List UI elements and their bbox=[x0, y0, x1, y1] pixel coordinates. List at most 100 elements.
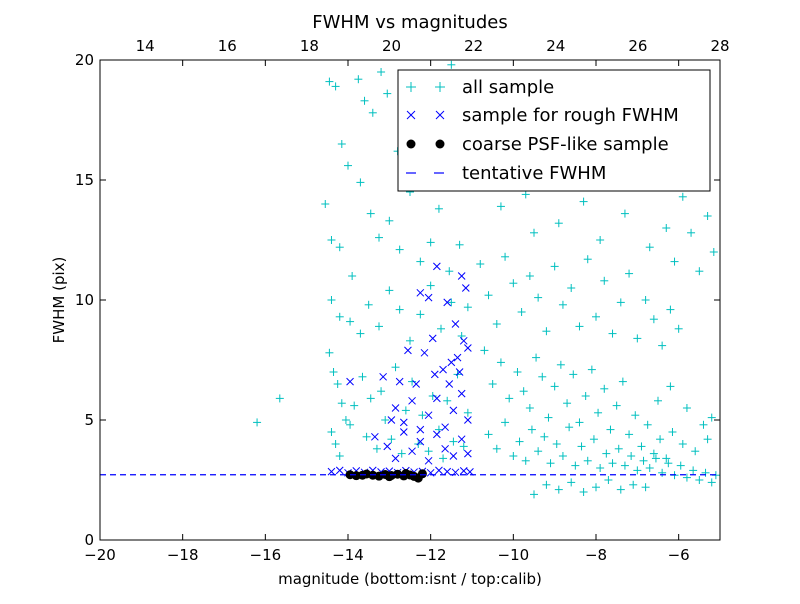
point-all-sample bbox=[602, 449, 611, 458]
x-tick-label: −18 bbox=[167, 546, 199, 564]
y-tick-label: 15 bbox=[75, 171, 94, 189]
point-rough-fwhm bbox=[383, 442, 392, 451]
point-all-sample bbox=[505, 394, 514, 403]
point-all-sample bbox=[656, 435, 665, 444]
point-all-sample bbox=[335, 243, 344, 252]
point-all-sample bbox=[676, 461, 685, 470]
point-rough-fwhm bbox=[399, 418, 408, 427]
point-all-sample bbox=[550, 262, 559, 271]
point-all-sample bbox=[333, 380, 342, 388]
point-all-sample bbox=[375, 233, 383, 242]
point-all-sample bbox=[463, 408, 472, 417]
point-all-sample bbox=[434, 204, 443, 213]
point-all-sample bbox=[480, 346, 489, 355]
point-all-sample bbox=[484, 291, 493, 300]
point-all-sample bbox=[356, 178, 365, 187]
point-all-sample bbox=[567, 478, 576, 487]
point-all-sample bbox=[501, 418, 510, 427]
point-psf-like bbox=[417, 469, 427, 479]
point-all-sample bbox=[492, 320, 501, 328]
point-all-sample bbox=[639, 456, 648, 465]
point-all-sample bbox=[687, 228, 696, 237]
chart-title: FWHM vs magnitudes bbox=[312, 12, 507, 33]
point-all-sample bbox=[401, 406, 410, 415]
point-all-sample bbox=[335, 452, 344, 460]
point-all-sample bbox=[641, 296, 650, 304]
point-all-sample bbox=[521, 456, 530, 465]
point-all-sample bbox=[538, 372, 547, 381]
point-rough-fwhm bbox=[424, 411, 433, 420]
y-tick-label: 20 bbox=[75, 51, 94, 69]
point-all-sample bbox=[616, 298, 625, 307]
x-tick-label: −6 bbox=[668, 546, 690, 564]
point-rough-fwhm bbox=[435, 466, 443, 475]
point-all-sample bbox=[540, 432, 549, 441]
point-all-sample bbox=[651, 454, 660, 463]
point-all-sample bbox=[455, 240, 464, 249]
point-all-sample bbox=[554, 485, 563, 494]
point-all-sample bbox=[666, 305, 675, 314]
point-all-sample bbox=[637, 442, 646, 451]
point-all-sample bbox=[569, 370, 578, 379]
point-all-sample bbox=[682, 473, 691, 482]
point-all-sample bbox=[575, 418, 584, 427]
top-x-tick-label: 22 bbox=[464, 37, 483, 55]
point-all-sample bbox=[358, 372, 367, 381]
point-all-sample bbox=[618, 377, 627, 386]
point-all-sample bbox=[509, 279, 518, 288]
point-all-sample bbox=[445, 267, 454, 276]
point-all-sample bbox=[381, 416, 390, 424]
point-all-sample bbox=[583, 255, 592, 264]
x-tick-label: −12 bbox=[415, 546, 447, 564]
point-all-sample bbox=[509, 452, 518, 460]
point-all-sample bbox=[608, 329, 617, 338]
legend-label-all-sample: all sample bbox=[462, 77, 554, 98]
point-all-sample bbox=[645, 243, 654, 252]
point-all-sample bbox=[391, 363, 400, 372]
legend-entry-tentative-fwhm: tentative FWHM bbox=[406, 163, 606, 184]
point-all-sample bbox=[325, 348, 334, 357]
point-all-sample bbox=[612, 401, 621, 410]
point-rough-fwhm bbox=[335, 466, 344, 475]
point-rough-fwhm bbox=[464, 449, 472, 458]
point-all-sample bbox=[447, 298, 456, 307]
point-all-sample bbox=[496, 202, 505, 211]
legend-marker-plus-1 bbox=[406, 82, 416, 92]
point-all-sample bbox=[428, 392, 437, 400]
point-all-sample bbox=[406, 336, 414, 345]
point-rough-fwhm bbox=[449, 452, 458, 460]
x-tick-label: −14 bbox=[332, 546, 364, 564]
point-rough-fwhm bbox=[443, 467, 452, 476]
top-x-tick-label: 26 bbox=[628, 37, 647, 55]
point-rough-fwhm bbox=[451, 320, 460, 328]
point-all-sample bbox=[496, 358, 505, 367]
point-all-sample bbox=[641, 483, 650, 492]
point-all-sample bbox=[341, 416, 350, 424]
legend-entry-rough-fwhm: sample for rough FWHM bbox=[406, 105, 679, 126]
point-all-sample bbox=[513, 368, 522, 376]
point-psf-like bbox=[401, 469, 411, 479]
point-all-sample bbox=[554, 219, 563, 228]
point-all-sample bbox=[703, 212, 712, 220]
point-rough-fwhm bbox=[443, 298, 452, 307]
point-rough-fwhm bbox=[433, 262, 441, 271]
point-all-sample bbox=[337, 399, 346, 408]
point-all-sample bbox=[550, 382, 559, 391]
point-all-sample bbox=[581, 392, 590, 400]
legend-box bbox=[397, 69, 711, 192]
point-rough-fwhm bbox=[433, 430, 441, 439]
point-all-sample bbox=[592, 483, 600, 492]
point-all-sample bbox=[542, 327, 551, 336]
point-all-sample bbox=[426, 281, 435, 290]
point-rough-fwhm bbox=[420, 348, 429, 357]
point-all-sample bbox=[515, 437, 524, 446]
point-all-sample bbox=[426, 238, 435, 247]
point-all-sample bbox=[575, 322, 584, 331]
point-all-sample bbox=[525, 404, 534, 412]
legend-entry-psf-like: coarse PSF-like sample bbox=[406, 134, 669, 155]
point-all-sample bbox=[625, 269, 634, 278]
point-all-sample bbox=[408, 377, 417, 386]
point-all-sample bbox=[327, 428, 336, 436]
point-all-sample bbox=[383, 89, 392, 98]
